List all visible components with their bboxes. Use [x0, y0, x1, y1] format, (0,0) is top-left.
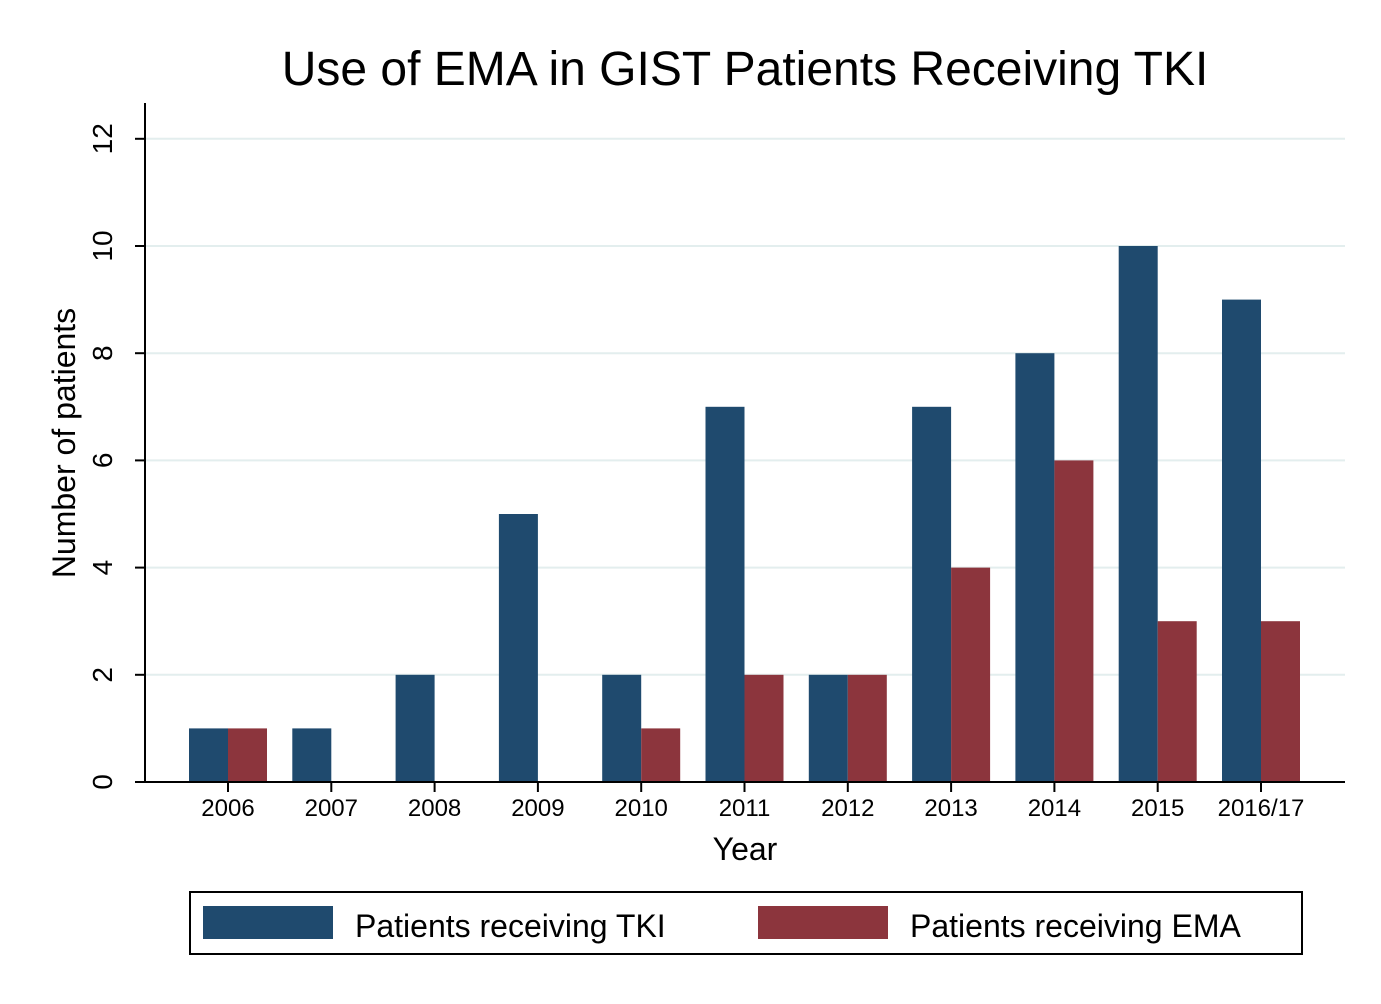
bars	[189, 246, 1300, 782]
y-tick-label: 8	[87, 345, 118, 361]
bar-tki	[498, 514, 538, 782]
legend-label-ema: Patients receiving EMA	[910, 908, 1241, 944]
bar-tki	[912, 406, 952, 782]
bar-tki	[602, 674, 642, 782]
y-tick-label: 12	[87, 123, 118, 154]
bar-tki	[808, 674, 848, 782]
bar-tki	[1015, 353, 1055, 782]
bar-tki	[705, 406, 745, 782]
bar-tki	[1118, 246, 1158, 782]
x-tick-label: 2016/17	[1218, 795, 1305, 822]
bar-tki	[1222, 299, 1261, 782]
x-tick-label: 2015	[1131, 795, 1184, 822]
x-tick-label: 2007	[305, 795, 358, 822]
gridlines	[145, 137, 1345, 676]
legend-box	[189, 891, 1303, 955]
x-axis-ticks: 2006 2007 2008 2009 2010 2011 2012 2013 2014 2015…	[201, 782, 1304, 822]
bar-tki	[395, 674, 435, 782]
bar-ema	[1054, 460, 1094, 782]
bar-ema	[744, 674, 784, 782]
bar-tki	[292, 728, 332, 782]
y-axis-title: Number of patients	[46, 308, 82, 578]
x-tick-label: 2013	[924, 795, 977, 822]
y-tick-label: 4	[87, 560, 118, 576]
x-tick-label: 2010	[615, 795, 668, 822]
bar-ema	[951, 567, 991, 782]
y-tick-label: 6	[87, 453, 118, 469]
x-tick-label: 2011	[719, 795, 771, 822]
y-tick-label: 10	[87, 230, 118, 261]
x-tick-label: 2008	[408, 795, 461, 822]
x-axis-title: Year	[713, 831, 778, 867]
x-tick-label: 2009	[511, 795, 564, 822]
y-tick-label: 0	[87, 774, 118, 790]
bar-ema	[641, 728, 681, 782]
legend: Patients receiving TKI Patients receivin…	[189, 891, 1303, 955]
bar-tki	[189, 728, 228, 782]
y-axis-ticks: 0 2 4 6 8 10 12	[87, 123, 145, 790]
x-tick-label: 2012	[821, 795, 874, 822]
y-tick-label: 2	[87, 667, 118, 683]
legend-label-tki: Patients receiving TKI	[355, 908, 666, 944]
legend-swatch-tki	[203, 906, 333, 939]
bar-ema	[228, 728, 267, 782]
x-tick-label: 2006	[201, 795, 254, 822]
chart-title: Use of EMA in GIST Patients Receiving TK…	[282, 43, 1209, 96]
x-tick-label: 2014	[1028, 795, 1081, 822]
bar-ema	[847, 674, 887, 782]
bar-ema	[1157, 621, 1197, 782]
legend-swatch-ema	[758, 906, 888, 939]
bar-ema	[1261, 621, 1300, 782]
